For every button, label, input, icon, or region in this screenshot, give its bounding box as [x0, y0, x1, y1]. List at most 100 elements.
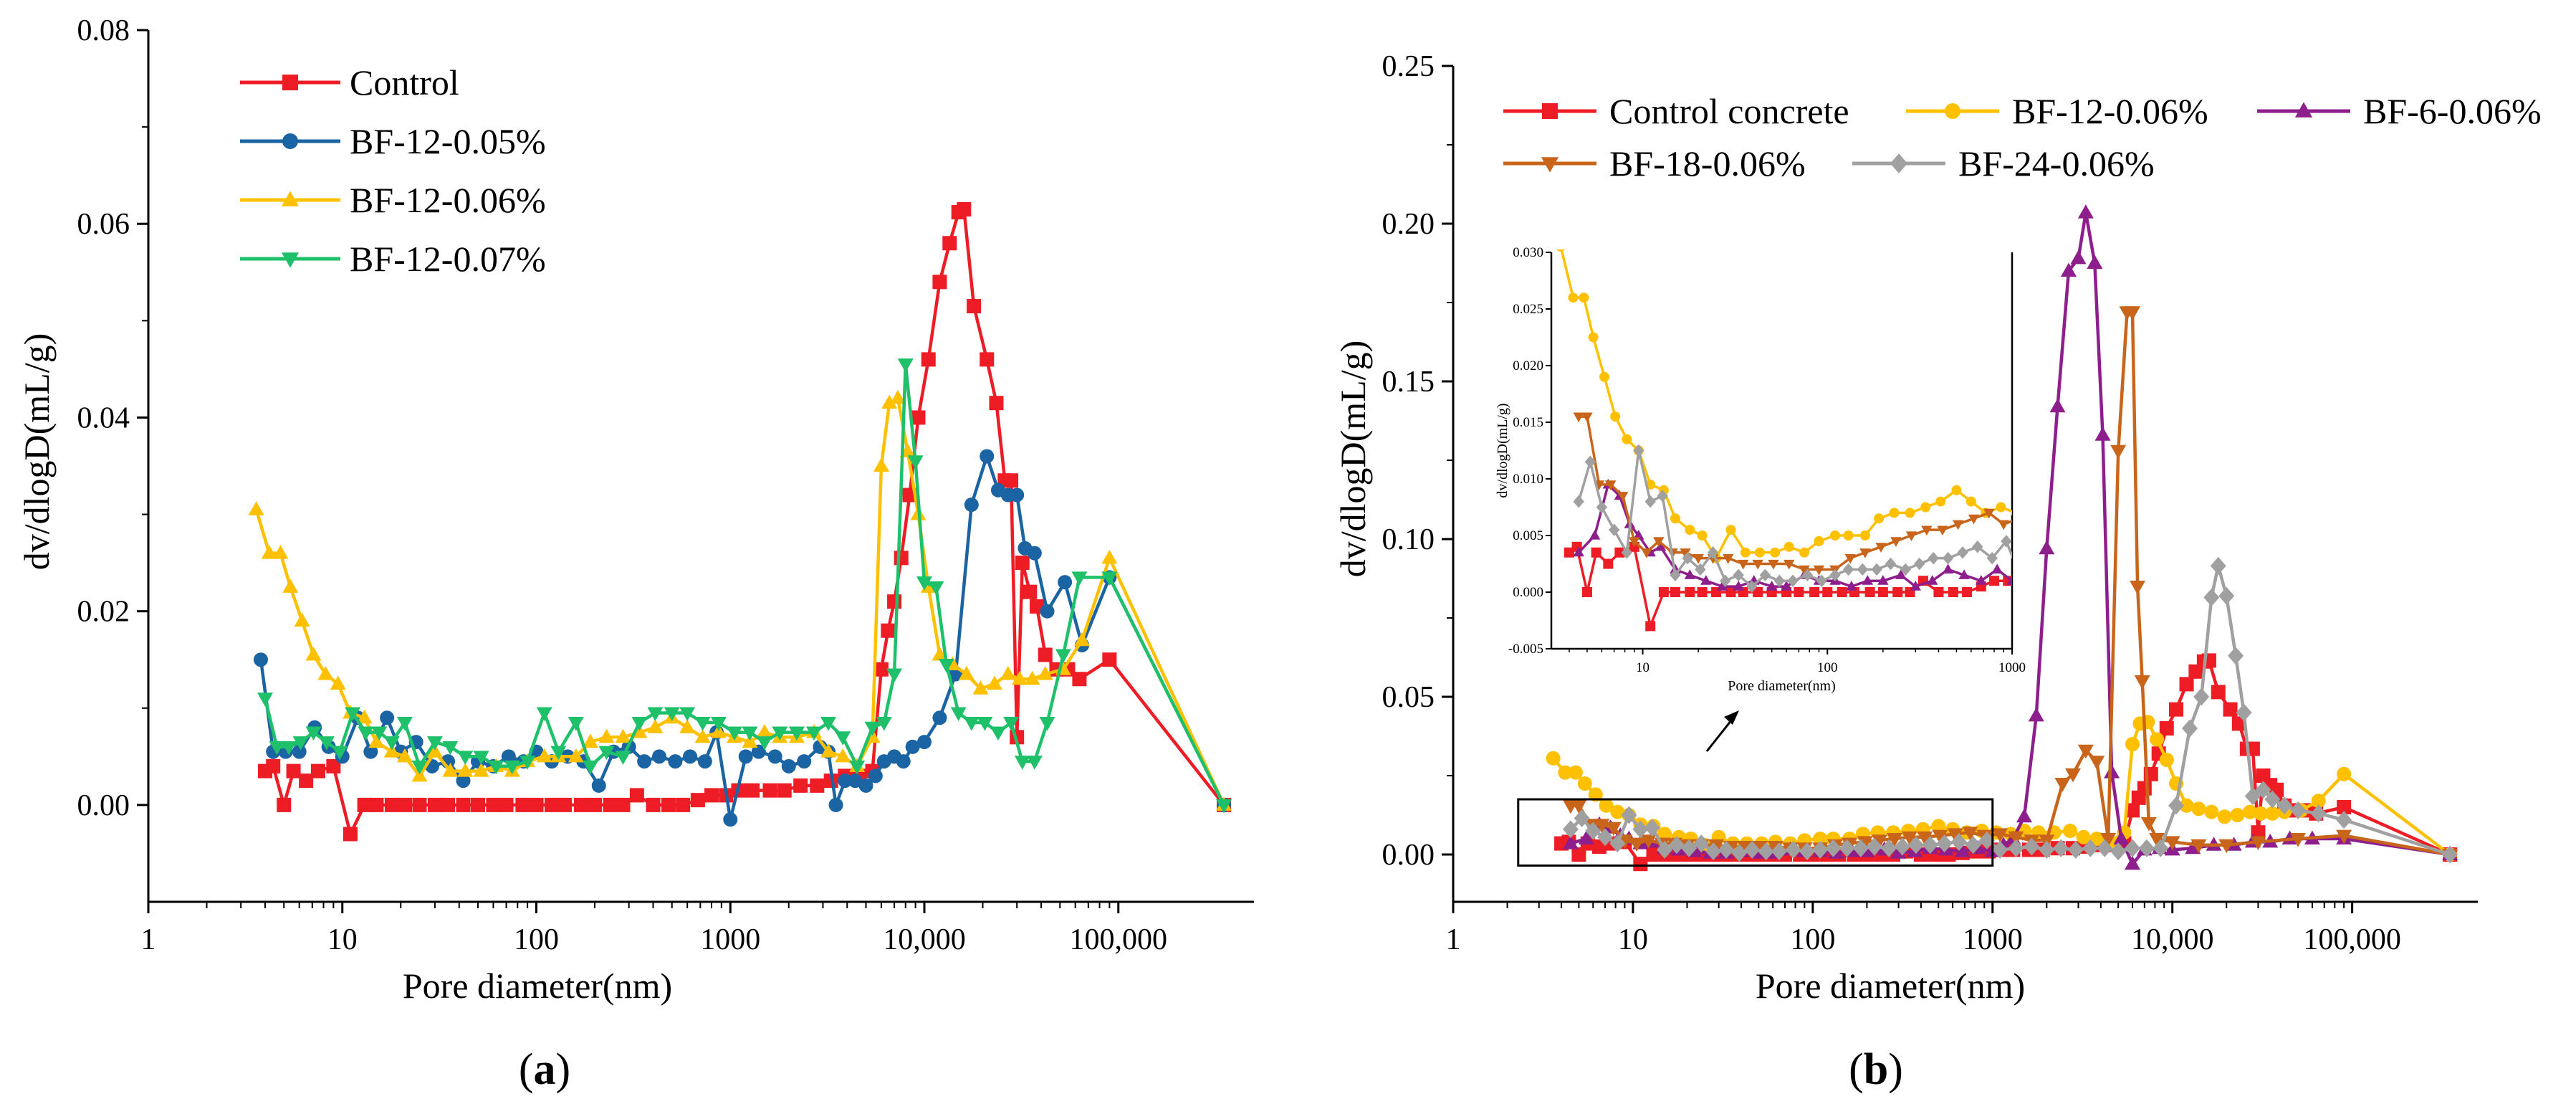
- inset-data-point: [1573, 546, 1584, 557]
- inset-data-point: [1589, 529, 1601, 540]
- inset-data-point: [1717, 581, 1728, 591]
- data-point: [2097, 839, 2113, 857]
- inset-y-tick-label: 0.020: [1513, 358, 1543, 373]
- series-bf-24-0-06: [1562, 556, 2458, 864]
- panel-a-letter: a: [534, 1045, 556, 1094]
- data-point: [261, 545, 277, 559]
- data-point: [1039, 717, 1055, 731]
- data-point: [473, 763, 489, 777]
- data-point: [873, 457, 889, 472]
- inset-data-point: [1568, 292, 1579, 303]
- data-point: [1871, 834, 1887, 849]
- data-point: [1737, 841, 1753, 855]
- data-point: [536, 748, 552, 763]
- inset-data-point: [1641, 548, 1652, 558]
- data-point: [679, 719, 696, 733]
- inset-data-point: [1809, 587, 1820, 597]
- data-point: [972, 680, 989, 695]
- legend-marker: [2294, 102, 2313, 118]
- data-point: [697, 754, 712, 769]
- inset-data-point: [1846, 581, 1857, 591]
- data-point: [679, 707, 696, 722]
- series-bf-12-0-06: [248, 389, 1232, 811]
- data-point: [756, 736, 772, 751]
- data-point: [2204, 804, 2219, 819]
- inset-series: [1556, 249, 2012, 632]
- chart-b-ticks: 1 10 100 1000 10,000 100,000 0.00 0.05 0.10 0.15 0…: [1382, 50, 2401, 956]
- data-point: [864, 721, 881, 736]
- inset-x-tick-label: 100: [1817, 660, 1838, 675]
- x-tick-label: 100: [1790, 923, 1835, 956]
- inset-data-point: [1799, 565, 1810, 576]
- legend-marker: [281, 191, 300, 206]
- panel-b-letter: b: [1864, 1045, 1888, 1094]
- data-point: [1040, 604, 1055, 619]
- data-point: [820, 743, 837, 758]
- data-point: [1621, 806, 1637, 824]
- data-point: [2039, 840, 2055, 859]
- data-point: [835, 731, 851, 746]
- data-point: [2311, 794, 2326, 809]
- data-point: [2125, 855, 2141, 870]
- data-point: [1633, 857, 1648, 872]
- data-point: [1901, 831, 1917, 846]
- data-point: [2064, 768, 2081, 783]
- data-point: [1004, 473, 1019, 488]
- data-point: [426, 736, 443, 751]
- inset-data-point: [1753, 587, 1763, 597]
- data-point: [2265, 806, 2280, 821]
- data-point: [631, 724, 648, 738]
- y-tick-label: 0.06: [77, 208, 130, 241]
- data-point: [928, 581, 944, 596]
- data-point: [2336, 829, 2352, 844]
- data-point: [762, 783, 777, 798]
- inset-data-point: [1844, 554, 1856, 564]
- inset-data-point: [1573, 495, 1584, 508]
- data-point: [2185, 839, 2201, 855]
- inset-data-point: [1998, 520, 2009, 530]
- inset-data-point: [1958, 569, 1970, 579]
- inset-data-point: [1991, 563, 2003, 573]
- data-point: [383, 743, 400, 758]
- data-point: [384, 797, 399, 812]
- inset-data-point: [1890, 537, 1902, 547]
- inset-data-point: [1617, 492, 1629, 502]
- data-point: [345, 707, 361, 722]
- data-point: [1015, 556, 1030, 571]
- data-point: [473, 751, 489, 765]
- y-tick-label: 0.08: [77, 14, 130, 47]
- data-point: [380, 710, 395, 725]
- data-point: [2336, 811, 2352, 829]
- data-point: [383, 736, 400, 751]
- data-point: [848, 774, 863, 789]
- legend-marker: [282, 133, 298, 149]
- data-point: [881, 623, 896, 638]
- data-point: [2190, 839, 2207, 854]
- legend-marker: [1542, 103, 1558, 119]
- inset-data-point: [1905, 508, 1915, 518]
- data-point: [2264, 790, 2281, 809]
- inset-data-point: [1725, 525, 1736, 536]
- y-tick-label: 0.02: [77, 596, 130, 629]
- data-point: [2210, 556, 2226, 575]
- inset-data-point: [1783, 559, 1795, 570]
- inset-data-point: [2006, 575, 2012, 585]
- data-point: [2028, 707, 2044, 722]
- data-point: [631, 717, 648, 731]
- data-point: [2149, 833, 2165, 847]
- legend-item-bf-12-0-06: BF-12-0.06%: [1906, 91, 2208, 131]
- data-point: [1962, 827, 1978, 841]
- data-point: [1881, 839, 1897, 857]
- data-point: [849, 760, 866, 775]
- data-point: [356, 709, 373, 724]
- chart-a-axes-frame: [147, 30, 1254, 903]
- inset-data-point: [1740, 547, 1751, 558]
- x-tick-label: 10,000: [883, 923, 966, 956]
- inset-data-point: [1996, 502, 2006, 513]
- data-point: [1072, 672, 1087, 687]
- x-tick-label: 1: [141, 923, 156, 956]
- inset-data-point: [1556, 249, 1565, 252]
- data-point: [2110, 842, 2127, 861]
- data-point: [2054, 778, 2071, 792]
